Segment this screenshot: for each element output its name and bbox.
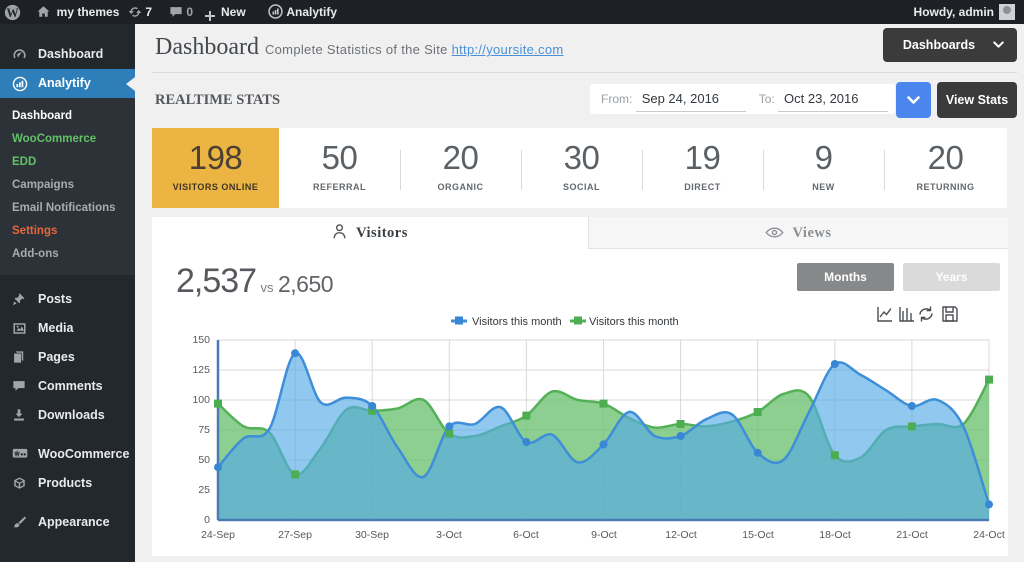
svg-text:30-Sep: 30-Sep — [355, 529, 389, 541]
svg-text:6-Oct: 6-Oct — [513, 529, 539, 541]
svg-text:27-Sep: 27-Sep — [278, 529, 312, 541]
svg-text:18-Oct: 18-Oct — [819, 529, 851, 541]
svg-text:75: 75 — [198, 424, 210, 436]
svg-text:50: 50 — [198, 454, 210, 466]
svg-text:12-Oct: 12-Oct — [665, 529, 697, 541]
svg-text:3-Oct: 3-Oct — [436, 529, 462, 541]
svg-text:100: 100 — [192, 394, 210, 406]
svg-text:24-Sep: 24-Sep — [201, 529, 235, 541]
svg-text:25: 25 — [198, 484, 210, 496]
svg-text:9-Oct: 9-Oct — [591, 529, 617, 541]
svg-text:0: 0 — [204, 514, 210, 526]
svg-text:125: 125 — [192, 364, 210, 376]
svg-text:Visitors this month: Visitors this month — [589, 316, 679, 328]
svg-text:15-Oct: 15-Oct — [742, 529, 774, 541]
svg-text:21-Oct: 21-Oct — [896, 529, 928, 541]
svg-text:24-Oct: 24-Oct — [973, 529, 1005, 541]
svg-text:150: 150 — [192, 334, 210, 346]
svg-text:W: W — [6, 6, 19, 20]
svg-text:Visitors this month: Visitors this month — [472, 316, 562, 328]
